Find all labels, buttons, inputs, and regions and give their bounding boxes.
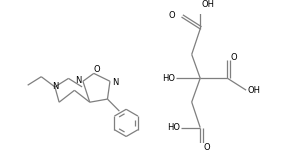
Text: O: O bbox=[231, 53, 238, 62]
Text: N: N bbox=[75, 76, 81, 85]
Text: N: N bbox=[112, 78, 118, 87]
Text: O: O bbox=[93, 66, 100, 74]
Text: HO: HO bbox=[167, 123, 180, 132]
Text: OH: OH bbox=[248, 86, 261, 95]
Text: O: O bbox=[204, 143, 210, 152]
Text: HO: HO bbox=[162, 74, 175, 83]
Text: N: N bbox=[52, 82, 58, 91]
Text: O: O bbox=[169, 11, 175, 20]
Text: OH: OH bbox=[202, 0, 215, 9]
